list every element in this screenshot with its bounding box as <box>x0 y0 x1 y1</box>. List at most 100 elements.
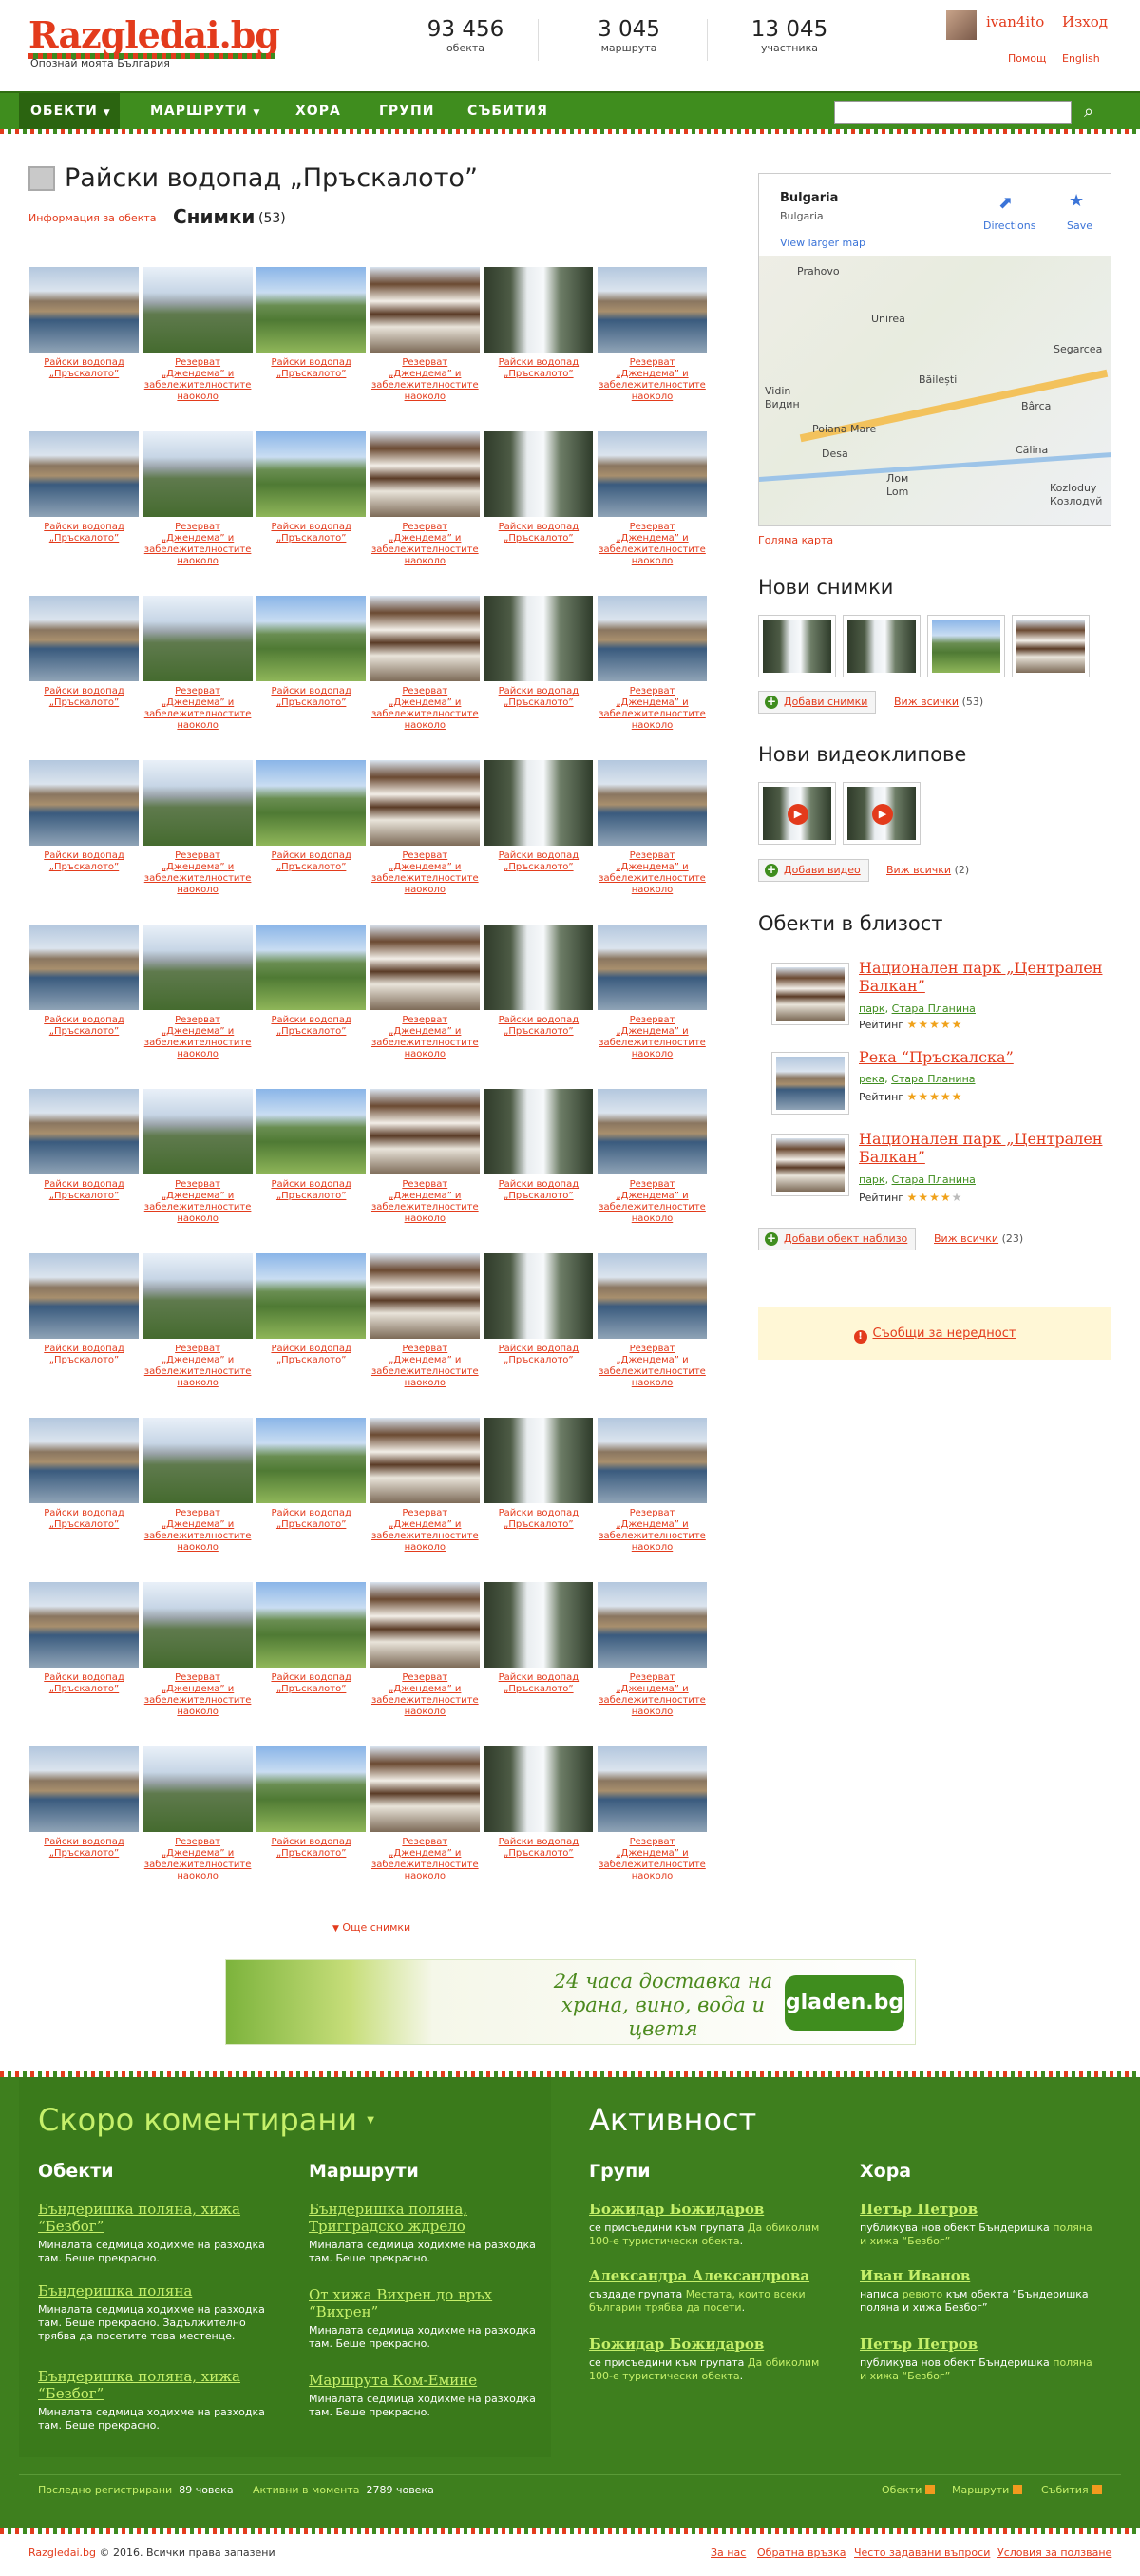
photo-item[interactable]: Райски водопад „Пръскалото” <box>256 266 368 380</box>
photo-caption-link[interactable]: Райски водопад „Пръскалото” <box>271 357 352 379</box>
photo-caption-link[interactable]: Райски водопад „Пръскалото” <box>271 850 352 872</box>
photo-item[interactable]: Резерват „Джендема” и забележителностите… <box>369 924 481 1060</box>
photo-thumbnail[interactable] <box>256 1088 368 1175</box>
photo-caption-link[interactable]: Райски водопад „Пръскалото” <box>498 357 580 379</box>
photo-caption-link[interactable]: Резерват „Джендема” и забележителностите… <box>143 1508 252 1553</box>
photo-caption-link[interactable]: Райски водопад „Пръскалото” <box>271 1179 352 1201</box>
copyright-site-link[interactable]: Razgledai.bg <box>28 2547 96 2559</box>
photo-caption-link[interactable]: Райски водопад „Пръскалото” <box>44 1672 124 1694</box>
footer-object-link[interactable]: Бъндеришка поляна, хижа “Безбог” <box>38 2201 241 2235</box>
active-now-link[interactable]: Активни в момента <box>253 2484 360 2496</box>
rss-routes[interactable]: Маршрути <box>952 2484 1023 2496</box>
photo-thumbnail[interactable] <box>369 924 481 1011</box>
photo-item[interactable]: Резерват „Джендема” и забележителностите… <box>597 1252 708 1389</box>
report-issue-button[interactable]: ! Съобщи за нередност <box>758 1307 1112 1360</box>
photo-thumbnail[interactable] <box>28 1417 140 1504</box>
photo-caption-link[interactable]: Резерват „Джендема” и забележителностите… <box>143 522 252 566</box>
nearby-thumb[interactable] <box>771 1134 849 1196</box>
photo-item[interactable]: Резерват „Джендема” и забележителностите… <box>597 759 708 896</box>
footer-route-link[interactable]: Бъндеришка поляна, Тригградско ждрело <box>309 2201 468 2235</box>
photo-thumbnail[interactable] <box>483 1088 595 1175</box>
photo-item[interactable]: Резерват „Джендема” и забележителностите… <box>597 266 708 403</box>
nearby-item[interactable]: Река “Пръскалска” река, Стара Планина Ре… <box>771 1048 1113 1128</box>
site-logo[interactable]: Razgledai.bg <box>28 13 280 56</box>
photo-item[interactable]: Резерват „Джендема” и забележителностите… <box>597 1581 708 1718</box>
footer-person-link[interactable]: Петър Петров <box>860 2201 978 2218</box>
footer-person-review-link[interactable]: ревюто <box>902 2288 943 2300</box>
photo-thumbnail[interactable] <box>142 1088 254 1175</box>
footer-person-link[interactable]: Петър Петров <box>860 2336 978 2353</box>
photo-thumbnail[interactable] <box>597 595 708 682</box>
photo-item[interactable]: Резерват „Джендема” и забележителностите… <box>369 1746 481 1882</box>
photo-thumbnail[interactable] <box>256 1746 368 1833</box>
photo-item[interactable]: Резерват „Джендема” и забележителностите… <box>142 759 254 896</box>
photo-caption-link[interactable]: Райски водопад „Пръскалото” <box>44 850 124 872</box>
photo-thumbnail[interactable] <box>597 1252 708 1340</box>
photo-thumbnail[interactable] <box>142 1581 254 1669</box>
photo-thumbnail[interactable] <box>369 1252 481 1340</box>
photo-caption-link[interactable]: Райски водопад „Пръскалото” <box>271 522 352 544</box>
photo-item[interactable]: Резерват „Джендема” и забележителностите… <box>142 266 254 403</box>
photo-thumbnail[interactable] <box>369 1088 481 1175</box>
photo-caption-link[interactable]: Райски водопад „Пръскалото” <box>44 1344 124 1365</box>
photo-item[interactable]: Резерват „Джендема” и забележителностите… <box>369 1417 481 1554</box>
rss-events-link[interactable]: Събития <box>1041 2484 1089 2496</box>
photo-thumbnail[interactable] <box>256 1581 368 1669</box>
photo-item[interactable]: Резерват „Джендема” и забележителностите… <box>369 1252 481 1389</box>
add-video-button[interactable]: + Добави видео <box>758 859 869 882</box>
photo-caption-link[interactable]: Резерват „Джендема” и забележителностите… <box>370 1179 479 1224</box>
photo-caption-link[interactable]: Райски водопад „Пръскалото” <box>44 357 124 379</box>
nav-groups[interactable]: ГРУПИ <box>379 93 434 129</box>
rss-objects-link[interactable]: Обекти <box>882 2484 922 2496</box>
photo-thumbnail[interactable] <box>483 595 595 682</box>
photo-item[interactable]: Резерват „Джендема” и забележителностите… <box>142 924 254 1060</box>
english-language-link[interactable]: English <box>1062 52 1100 65</box>
photo-thumbnail[interactable] <box>28 1746 140 1833</box>
new-photo-thumb[interactable] <box>758 615 836 677</box>
footer-route-link[interactable]: Маршрута Ком-Емине <box>309 2372 478 2389</box>
photo-item[interactable]: Райски водопад „Пръскалото” <box>256 924 368 1038</box>
photo-caption-link[interactable]: Райски водопад „Пръскалото” <box>498 686 580 708</box>
nearby-name[interactable]: Река “Пръскалска” <box>859 1048 1014 1066</box>
photo-thumbnail[interactable] <box>369 1417 481 1504</box>
photo-caption-link[interactable]: Резерват „Джендема” и забележителностите… <box>598 1344 706 1388</box>
photo-item[interactable]: Резерват „Джендема” и забележителностите… <box>142 1417 254 1554</box>
new-photo-thumb[interactable] <box>1012 615 1090 677</box>
photo-caption-link[interactable]: Резерват „Джендема” и забележителностите… <box>598 850 706 895</box>
photo-thumbnail[interactable] <box>28 924 140 1011</box>
photo-caption-link[interactable]: Резерват „Джендема” и забележителностите… <box>598 1672 706 1717</box>
photo-caption-link[interactable]: Резерват „Джендема” и забележителностите… <box>143 1015 252 1059</box>
photo-caption-link[interactable]: Райски водопад „Пръскалото” <box>271 1015 352 1037</box>
photo-thumbnail[interactable] <box>483 1417 595 1504</box>
photo-item[interactable]: Райски водопад „Пръскалото” <box>28 1746 140 1860</box>
photo-item[interactable]: Райски водопад „Пръскалото” <box>256 1417 368 1531</box>
photo-item[interactable]: Райски водопад „Пръскалото” <box>256 595 368 709</box>
photo-thumbnail[interactable] <box>597 1088 708 1175</box>
footer-route-link[interactable]: От хижа Вихрен до връх “Вихрен” <box>309 2286 493 2320</box>
photo-caption-link[interactable]: Райски водопад „Пръскалото” <box>44 1837 124 1859</box>
search-input[interactable] <box>834 101 1072 124</box>
photo-item[interactable]: Райски водопад „Пръскалото” <box>483 1417 595 1531</box>
photo-item[interactable]: Резерват „Джендема” и забележителностите… <box>369 266 481 403</box>
photo-caption-link[interactable]: Райски водопад „Пръскалото” <box>271 1672 352 1694</box>
photo-item[interactable]: Райски водопад „Пръскалото” <box>256 1581 368 1695</box>
nearby-thumb[interactable] <box>771 1052 849 1115</box>
photo-caption-link[interactable]: Райски водопад „Пръскалото” <box>498 1508 580 1530</box>
photo-caption-link[interactable]: Райски водопад „Пръскалото” <box>498 1179 580 1201</box>
logout-link[interactable]: Изход <box>1062 13 1108 30</box>
photo-caption-link[interactable]: Резерват „Джендема” и забележителностите… <box>143 1672 252 1717</box>
photo-item[interactable]: Райски водопад „Пръскалото” <box>483 430 595 544</box>
photo-thumbnail[interactable] <box>597 1581 708 1669</box>
nearby-tag[interactable]: Стара Планина <box>891 1174 976 1186</box>
footer-group-link[interactable]: Да обиколим 100-е туристически обекта <box>589 2222 820 2247</box>
advertisement-banner[interactable]: 24 часа доставка на храна, вино, вода и … <box>225 1959 916 2045</box>
photo-thumbnail[interactable] <box>142 595 254 682</box>
nearby-name[interactable]: Национален парк „Централен Балкан” <box>859 959 1103 995</box>
photo-item[interactable]: Райски водопад „Пръскалото” <box>28 759 140 873</box>
photo-thumbnail[interactable] <box>369 1581 481 1669</box>
photo-item[interactable]: Райски водопад „Пръскалото” <box>256 430 368 544</box>
photo-thumbnail[interactable] <box>483 924 595 1011</box>
photo-item[interactable]: Райски водопад „Пръскалото” <box>483 1581 595 1695</box>
photo-thumbnail[interactable] <box>28 1088 140 1175</box>
nearby-tag[interactable]: Стара Планина <box>891 1002 976 1015</box>
